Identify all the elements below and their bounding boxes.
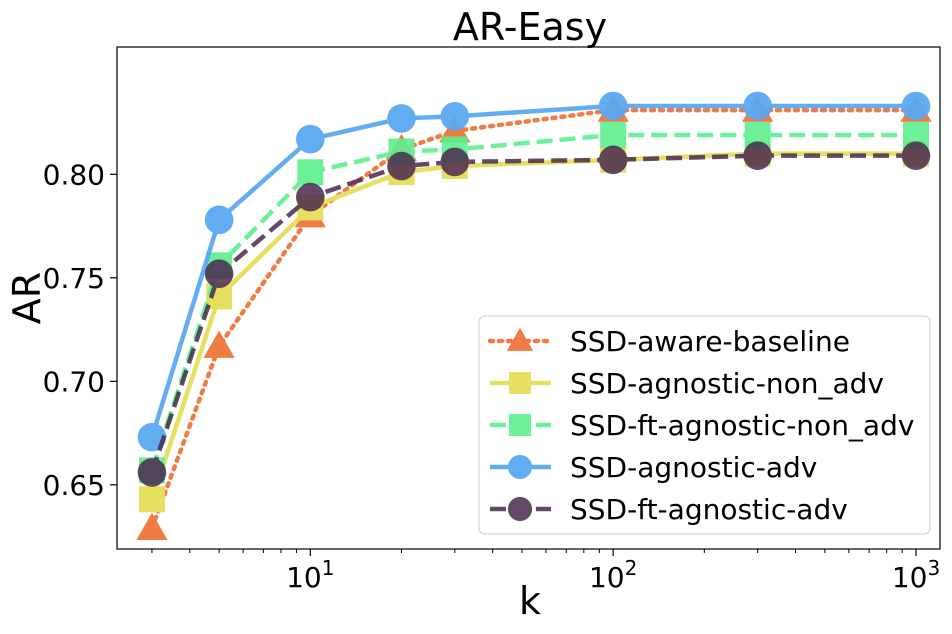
data-point [204,205,234,235]
legend-entry [490,414,551,436]
legend-label: SSD-ft-agnostic-non_adv [570,409,914,442]
legend-entry [490,496,551,522]
legend-label: SSD-ft-agnostic-adv [570,493,848,526]
data-point [296,182,325,212]
legend-entry [490,454,551,480]
x-tick-label: 101 [286,556,334,594]
data-point [743,141,772,170]
legend-label: SSD-agnostic-adv [570,451,817,484]
data-point [901,141,931,170]
legend-entry [487,327,554,351]
data-point [138,486,165,513]
series-SSD-agnostic-adv [137,91,931,452]
data-point [387,151,416,181]
y-tick-label: 0.70 [43,365,105,398]
data-point [440,102,470,131]
y-axis-label: AR [5,272,49,324]
chart-title: AR-Easy [453,5,607,49]
data-point [297,159,324,186]
legend-entry [490,372,551,394]
legend-label: SSD-agnostic-non_adv [570,367,884,400]
x-tick-label: 103 [892,556,940,594]
plot-frame [116,46,941,550]
data-point [203,330,235,358]
y-tick-label: 0.80 [43,158,105,191]
legend-box [478,315,931,535]
y-tick-label: 0.75 [43,262,105,295]
data-point [440,147,470,177]
data-point [136,512,168,540]
series-line [149,132,917,472]
series-line [149,103,917,438]
x-axis-label: k [519,579,541,623]
data-point [598,145,628,175]
series-line [149,151,917,501]
plot-area: 0.65 0.70 0.75 0.80 101 102 103 SSD-aware-basel… [43,46,941,594]
data-point [204,259,234,288]
legend: SSD-aware-baseline SSD-agnostic-non_adv SS… [478,315,931,535]
series-line [149,153,917,474]
legend-label: SSD-aware-baseline [570,325,850,358]
series-SSD-ft-agnostic-adv [137,141,931,487]
data-point [137,458,167,487]
y-tick-label: 0.65 [43,469,105,502]
legend-marker [506,327,534,351]
legend-marker [507,454,533,480]
data-point [598,91,628,121]
legend-marker [507,496,533,522]
data-point [600,121,627,148]
legend-marker [509,414,531,436]
data-point [743,91,772,121]
series-line [149,107,919,531]
data-point [901,91,931,121]
data-point [296,124,325,154]
data-point [387,104,416,133]
legend-marker [509,372,531,394]
x-tick-label: 102 [589,556,637,594]
